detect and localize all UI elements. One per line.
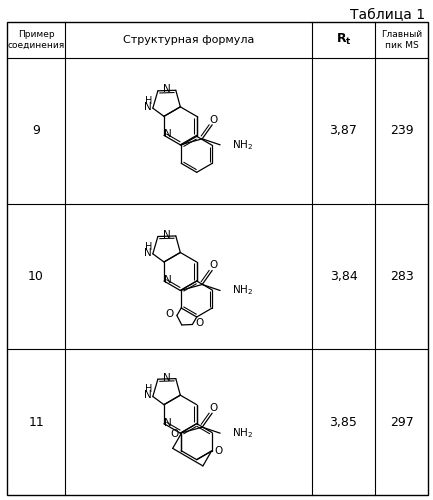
Text: N: N <box>164 418 172 428</box>
Text: N: N <box>163 230 171 240</box>
Text: 10: 10 <box>28 270 44 283</box>
Text: O: O <box>214 446 223 456</box>
Text: NH$_2$: NH$_2$ <box>232 426 253 440</box>
Text: 3,85: 3,85 <box>330 416 357 428</box>
Text: 9: 9 <box>32 124 40 138</box>
Text: N: N <box>163 372 171 382</box>
Text: 3,87: 3,87 <box>330 124 357 138</box>
Text: N: N <box>144 102 152 112</box>
Text: N: N <box>144 248 152 258</box>
Text: NH$_2$: NH$_2$ <box>232 284 253 298</box>
Text: NH$_2$: NH$_2$ <box>232 138 253 151</box>
Text: H: H <box>145 242 152 252</box>
Text: O: O <box>209 403 217 413</box>
Text: Структурная формула: Структурная формула <box>123 35 254 45</box>
Text: N: N <box>164 130 172 140</box>
Text: N: N <box>144 390 152 400</box>
Text: O: O <box>209 115 217 125</box>
Text: Главный
пик MS: Главный пик MS <box>381 30 422 50</box>
Text: 3,84: 3,84 <box>330 270 357 283</box>
Text: N: N <box>163 84 171 94</box>
Text: O: O <box>209 260 217 270</box>
Text: Таблица 1: Таблица 1 <box>350 8 425 22</box>
Text: 11: 11 <box>28 416 44 428</box>
Text: N: N <box>164 275 172 285</box>
Text: O: O <box>170 428 178 438</box>
Text: $\mathbf{R_t}$: $\mathbf{R_t}$ <box>336 32 351 46</box>
Text: O: O <box>195 318 204 328</box>
Text: 239: 239 <box>390 124 414 138</box>
Text: O: O <box>166 310 174 320</box>
Text: H: H <box>145 384 152 394</box>
Text: Пример
соединения: Пример соединения <box>7 30 65 50</box>
Text: H: H <box>145 96 152 106</box>
Text: 297: 297 <box>390 416 414 428</box>
Text: 283: 283 <box>390 270 414 283</box>
